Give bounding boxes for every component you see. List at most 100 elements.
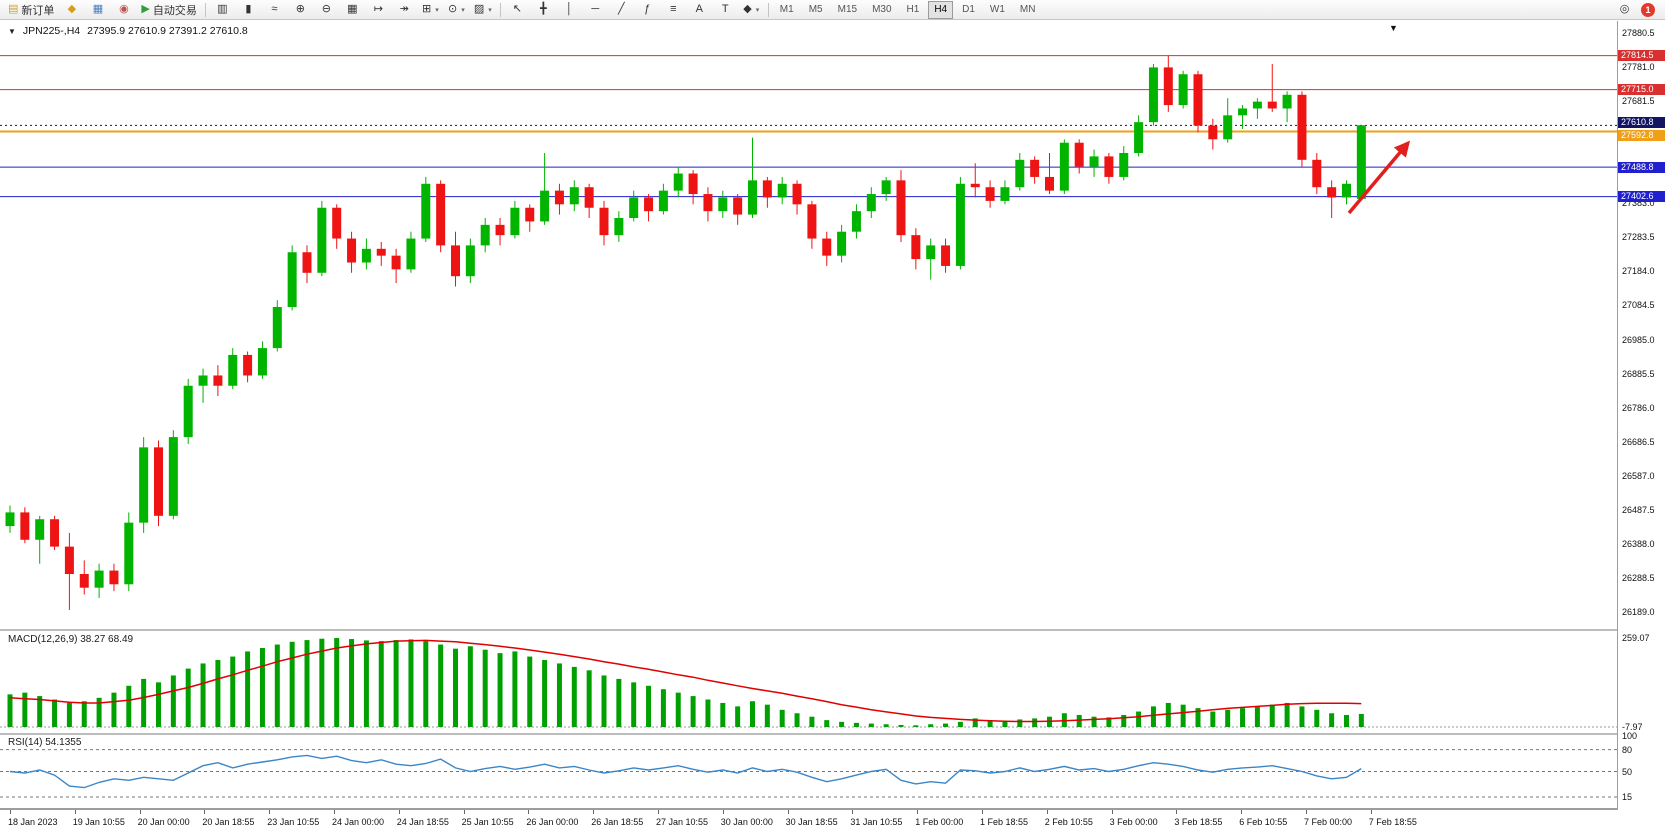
candle-body	[1163, 67, 1173, 106]
macd-pane-splitter[interactable]	[0, 629, 1617, 631]
horizontal-line-button[interactable]: ─	[583, 0, 608, 19]
candlestick-chart-button[interactable]: ▮	[236, 0, 261, 19]
search-button[interactable]: ◎	[1612, 0, 1637, 19]
tile-windows-button[interactable]: ▦	[340, 0, 365, 19]
fibonacci-button[interactable]: ƒ	[635, 0, 660, 19]
timeframe-MN[interactable]: MN	[1019, 4, 1036, 15]
rsi-pane-splitter[interactable]	[0, 733, 1617, 735]
timeframe-M5[interactable]: M5	[808, 4, 823, 15]
price-tick-label: 27781.0	[1622, 62, 1655, 73]
auto-scroll-button[interactable]: ↦	[366, 0, 391, 19]
time-tick-mark	[139, 810, 141, 814]
macd-histogram-bar	[720, 702, 726, 727]
bar-chart-button[interactable]: ▥	[210, 0, 235, 19]
candle-body	[79, 574, 89, 588]
macd-histogram-bar	[1017, 719, 1023, 727]
periods-button[interactable]: ⊙ ▾	[444, 0, 469, 19]
shapes-button[interactable]: ◆ ▾	[739, 0, 764, 19]
text-button[interactable]: A	[687, 0, 712, 19]
line-chart-button[interactable]: ≈	[262, 0, 287, 19]
timeframe-M30[interactable]: M30	[872, 4, 892, 15]
timeframe-M15[interactable]: M15	[837, 4, 858, 15]
macd-histogram-bar	[319, 638, 325, 727]
time-tick-mark	[593, 810, 595, 814]
time-tick-label: 30 Jan 00:00	[720, 817, 773, 827]
candle-body	[807, 204, 817, 239]
new-order-button[interactable]: ▤ 新订单	[4, 0, 58, 19]
time-tick-label: 31 Jan 10:55	[850, 817, 903, 827]
candle-body	[658, 190, 668, 212]
macd-histogram-bar	[586, 670, 592, 727]
candle-body	[64, 546, 74, 575]
timeframe-M1[interactable]: M1	[779, 4, 794, 15]
macd-histogram-bar	[497, 653, 503, 727]
zoom-out-icon: ⊖	[321, 3, 331, 15]
profiles-button[interactable]: ◆	[59, 0, 84, 19]
trendline-button[interactable]: ╱	[609, 0, 634, 19]
candle-body	[941, 245, 951, 266]
candle-body	[317, 207, 327, 273]
timeframe-H4[interactable]: H4	[928, 0, 954, 19]
chevron-down-icon: ▾	[755, 6, 760, 14]
time-tick-mark	[658, 810, 659, 814]
trend-arrow-annotation[interactable]	[1347, 140, 1411, 215]
candle-body	[1356, 125, 1366, 199]
candle-body	[614, 218, 624, 236]
price-tick-label: 27084.5	[1622, 300, 1655, 311]
shapes-icon: ◆	[743, 3, 752, 15]
zoom-in-button[interactable]: ⊕	[288, 0, 313, 19]
time-tick-label: 1 Feb 18:55	[980, 817, 1029, 827]
candle-body	[1282, 94, 1292, 109]
time-axis[interactable]: 18 Jan 2023 19 Jan 10:55 20 Jan 00:00 20 Ja…	[0, 808, 1617, 832]
timeframe-W1[interactable]: W1	[989, 4, 1005, 15]
macd-histogram-bar	[987, 720, 993, 727]
price-axis[interactable]: 27880.527781.027681.527582.027482.527383…	[1617, 21, 1665, 810]
templates-icon: ▨	[473, 3, 485, 15]
candlestick-chart[interactable]	[0, 21, 1617, 629]
candle-body	[822, 238, 832, 256]
channel-button[interactable]: ≡	[661, 0, 686, 19]
chart-shift-button[interactable]: ↠	[392, 0, 417, 19]
macd-label: MACD(12,26,9) 38.27 68.49	[8, 634, 134, 645]
timeframe-D1[interactable]: D1	[962, 4, 975, 15]
zoom-out-button[interactable]: ⊖	[314, 0, 339, 19]
macd-indicator[interactable]	[0, 631, 1617, 733]
candle-body	[272, 307, 282, 349]
rsi-indicator[interactable]	[0, 735, 1617, 808]
candle-body	[584, 187, 594, 208]
indicators-button[interactable]: ⊞ ▾	[418, 0, 443, 19]
macd-histogram-bar	[378, 641, 384, 727]
charts-grid-button[interactable]: ▦	[85, 0, 110, 19]
candle-body	[243, 354, 253, 376]
candle-body	[837, 231, 847, 256]
macd-histogram-bar	[512, 651, 518, 727]
toolbar-separator	[767, 2, 769, 17]
notification-badge[interactable]: 1	[1641, 2, 1655, 17]
candle-body	[94, 570, 104, 588]
templates-button[interactable]: ▨ ▾	[470, 0, 496, 19]
candle-body	[629, 197, 639, 219]
macd-histogram-bar	[185, 668, 191, 727]
time-tick-label: 23 Jan 10:55	[267, 817, 320, 827]
macd-histogram-bar	[482, 649, 488, 727]
price-tick-label: 26885.5	[1622, 368, 1655, 379]
macd-histogram-bar	[467, 646, 473, 727]
macd-histogram-bar	[601, 675, 607, 727]
navigator-button[interactable]: ◉	[111, 0, 136, 19]
collapse-arrow-icon[interactable]: ▼	[8, 26, 16, 36]
autotrading-button[interactable]: ▶ 自动交易	[137, 0, 200, 19]
crosshair-button[interactable]: ╋	[531, 0, 556, 19]
macd-histogram-bar	[52, 699, 58, 727]
candle-body	[644, 197, 654, 212]
label-button[interactable]: T	[713, 0, 738, 19]
vertical-line-button[interactable]: │	[557, 0, 582, 19]
cursor-button[interactable]: ↖	[505, 0, 530, 19]
price-tick-label: 26189.0	[1622, 607, 1655, 618]
macd-histogram-bar	[1002, 720, 1008, 727]
candle-body	[673, 173, 683, 191]
candle-body	[599, 207, 609, 236]
price-tick-label: 26786.0	[1622, 402, 1655, 413]
macd-histogram-bar	[1032, 718, 1038, 727]
timeframe-H1[interactable]: H1	[906, 4, 920, 15]
macd-histogram-bar	[571, 666, 577, 727]
